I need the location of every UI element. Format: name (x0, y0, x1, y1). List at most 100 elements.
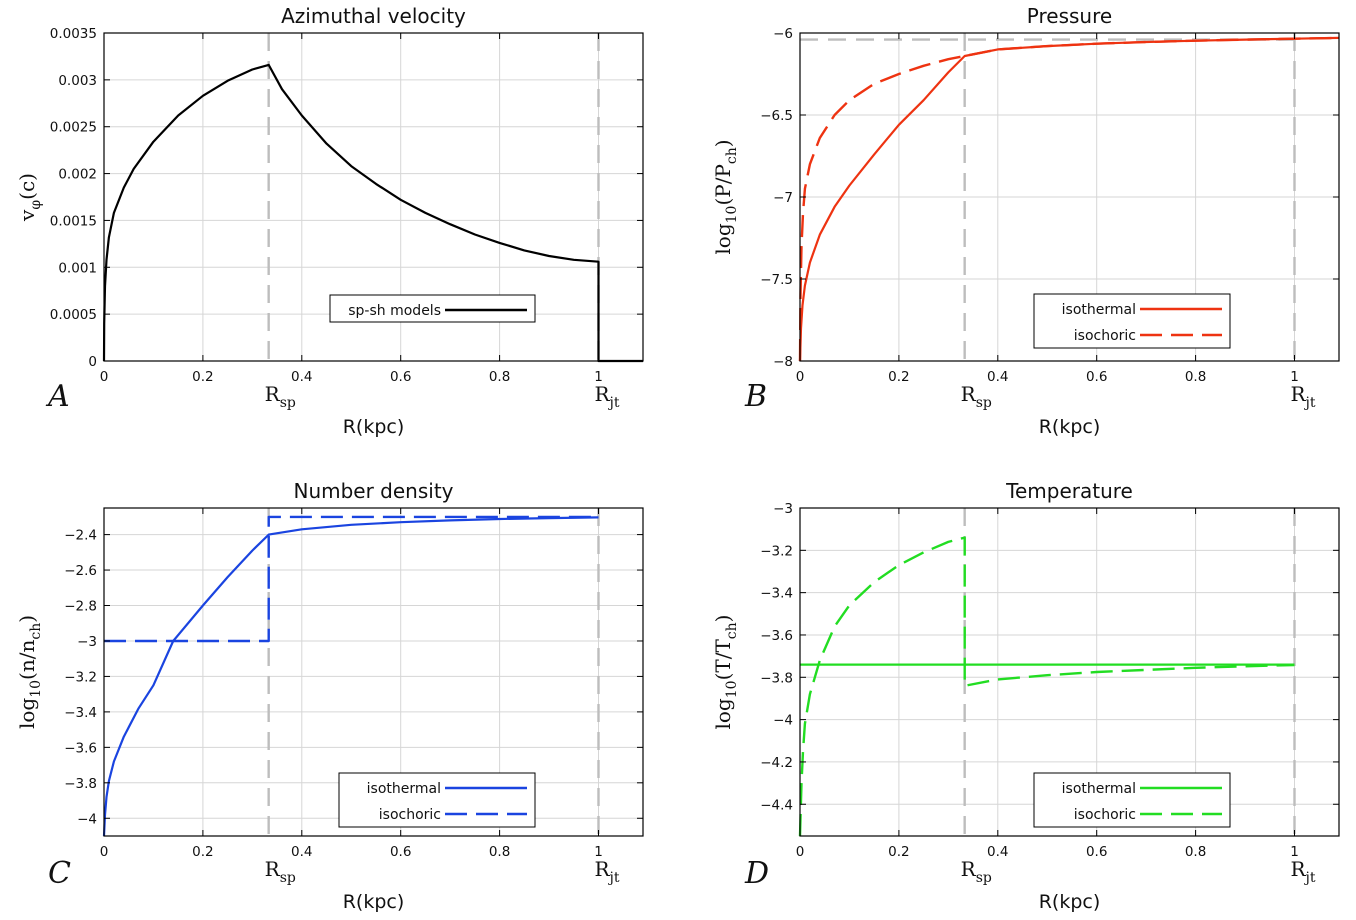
panel-b-vline-label-1: Rjt (1290, 382, 1315, 411)
panel-b-legend-label-0: isothermal (1062, 302, 1136, 318)
panel-c-ytick-label-7: −2.6 (64, 563, 97, 579)
panel-b-ytick-label-4: −6 (773, 26, 793, 42)
panel-c-xlabel: R(kpc) (343, 891, 405, 913)
panel-b-ytick-label-2: −7 (773, 190, 793, 206)
panel-d-xtick-label-3: 0.6 (1086, 844, 1107, 860)
panel-d-legend-label-0: isothermal (1062, 781, 1136, 797)
panel-b-ytick-label-0: −8 (773, 354, 793, 370)
panel-c-title: Number density (293, 479, 453, 503)
panel-c-ytick-label-0: −4 (77, 811, 97, 827)
panel-b-ticks (799, 32, 1339, 362)
panel-c-series-isochoric (104, 515, 599, 643)
panel-b-legend-label-1: isochoric (1074, 328, 1136, 344)
panel-d-letter: D (744, 856, 769, 891)
panel-d-ytick-label-1: −4.2 (760, 755, 793, 771)
panel-a-xtick-label-4: 0.8 (489, 369, 510, 385)
panel-c-xtick-label-1: 0.2 (192, 844, 213, 860)
panel-d: 0 0.2 0.4 0.6 0.8 1 −4.4 −4.2 −4 −3.8 −3.6 −3.4 −3.2… (711, 479, 1340, 913)
panel-a-series-sp-sh-models (102, 63, 643, 363)
panel-a-xlabel: R(kpc) (343, 416, 405, 438)
panel-a-ytick-label-3: 0.0015 (50, 213, 97, 229)
panel-a-ylabel: vφ(c) (15, 173, 44, 222)
panel-c-vline-label-0: Rsp (265, 857, 296, 886)
panel-a-vline-label-1: Rjt (594, 382, 619, 411)
panel-a-title: Azimuthal velocity (281, 4, 466, 28)
panel-a-ytick-label-1: 0.0005 (50, 307, 97, 323)
panel-d-vline-label-1: Rjt (1290, 857, 1315, 886)
panel-b-series-isothermal (798, 36, 1340, 362)
panel-c-ytick-label-8: −2.4 (64, 528, 97, 544)
panel-b-xtick-label-3: 0.6 (1086, 369, 1107, 385)
panel-b-ytick-label-3: −6.5 (760, 108, 793, 124)
panel-a-xtick-label-2: 0.4 (291, 369, 312, 385)
panel-b-legend-box (1033, 293, 1231, 349)
panel-c-vline-label-1: Rjt (594, 857, 619, 886)
panel-b-xlabel: R(kpc) (1039, 416, 1101, 438)
panel-b: 0 0.2 0.4 0.6 0.8 1 −8 −7.5 −7 −6.5 −6 Pressure R(kp… (711, 4, 1340, 438)
panel-b-ylabel: log10(P/Pch) (711, 139, 740, 254)
panel-b-ytick-label-1: −7.5 (760, 272, 793, 288)
panel-c-frame (103, 507, 644, 837)
panel-c: 0 0.2 0.4 0.6 0.8 1 −4 −3.8 −3.6 −3.4 −3.2 −3 −2.8 −2… (15, 479, 644, 913)
panel-a-ytick-label-4: 0.002 (58, 167, 97, 183)
panel-a-vline-label-0: Rsp (265, 382, 296, 411)
panel-a-legend-label-0: sp-sh models (348, 303, 441, 319)
panel-a: 0 0.2 0.4 0.6 0.8 1 0 0.0005 0.001 0.0015 0.002 0.0… (15, 4, 644, 438)
panel-b-legend: isothermal isochoric (1033, 293, 1231, 349)
panel-a-xtick-label-3: 0.6 (390, 369, 411, 385)
panel-b-xtick-label-2: 0.4 (987, 369, 1008, 385)
panel-c-ylabel: log10(n/nch) (15, 615, 44, 729)
panel-d-ytick-label-0: −4.4 (760, 797, 793, 813)
panel-d-xtick-label-2: 0.4 (987, 844, 1008, 860)
panel-d-ytick-label-7: −3 (773, 501, 793, 517)
panel-a-frame (103, 32, 644, 362)
panel-a-ytick-label-2: 0.001 (58, 260, 97, 276)
panel-a-xtick-label-0: 0 (100, 369, 109, 385)
panel-d-ticks (799, 507, 1339, 836)
panel-d-frame (799, 507, 1340, 837)
panel-d-ytick-label-6: −3.2 (760, 543, 793, 559)
panel-a-ytick-label-0: 0 (88, 354, 97, 370)
panel-c-ytick-label-2: −3.6 (64, 740, 97, 756)
panel-d-ytick-label-3: −3.8 (760, 670, 793, 686)
panel-d-legend-label-1: isochoric (1074, 807, 1136, 823)
panel-a-ytick-label-6: 0.003 (58, 73, 97, 89)
panel-a-ytick-label-5: 0.0025 (50, 120, 97, 136)
panel-b-xtick-label-5: 1 (1290, 369, 1299, 385)
panel-c-series-isothermal (102, 516, 599, 837)
panel-a-ytick-label-7: 0.0035 (50, 26, 97, 42)
panel-a-ticks (103, 32, 643, 362)
panel-a-legend-box (329, 294, 536, 323)
panel-c-xtick-label-4: 0.8 (489, 844, 510, 860)
panel-c-legend-box (338, 772, 536, 828)
panel-c-ytick-label-5: −3 (77, 634, 97, 650)
panel-d-legend: isothermal isochoric (1033, 772, 1231, 828)
panel-b-letter: B (744, 379, 767, 414)
panel-c-ytick-label-1: −3.8 (64, 776, 97, 792)
panel-b-xtick-label-4: 0.8 (1185, 369, 1206, 385)
panel-d-xtick-label-0: 0 (796, 844, 805, 860)
panel-c-legend-label-0: isothermal (367, 781, 441, 797)
panel-c-ytick-label-3: −3.4 (64, 705, 97, 721)
panel-d-legend-box (1033, 772, 1231, 828)
panel-d-series-isochoric (798, 536, 1295, 837)
panel-a-letter: A (45, 379, 70, 414)
panel-d-title: Temperature (1005, 479, 1133, 503)
panel-d-xtick-label-1: 0.2 (888, 844, 909, 860)
panel-c-xtick-label-5: 1 (594, 844, 603, 860)
panel-c-legend-label-1: isochoric (379, 807, 441, 823)
panel-c-legend: isothermal isochoric (338, 772, 536, 828)
panel-c-xtick-label-3: 0.6 (390, 844, 411, 860)
panel-c-xtick-label-2: 0.4 (291, 844, 312, 860)
panel-b-xtick-label-1: 0.2 (888, 369, 909, 385)
panel-d-xtick-label-5: 1 (1290, 844, 1299, 860)
panel-d-ytick-label-4: −3.6 (760, 628, 793, 644)
panel-a-xtick-label-5: 1 (594, 369, 603, 385)
panel-a-legend: sp-sh models (329, 294, 536, 323)
panel-d-ytick-label-5: −3.4 (760, 586, 793, 602)
panel-b-title: Pressure (1027, 4, 1112, 28)
panel-b-vline-label-0: Rsp (961, 382, 992, 411)
panel-d-vline-label-0: Rsp (961, 857, 992, 886)
panel-c-letter: C (48, 856, 71, 891)
